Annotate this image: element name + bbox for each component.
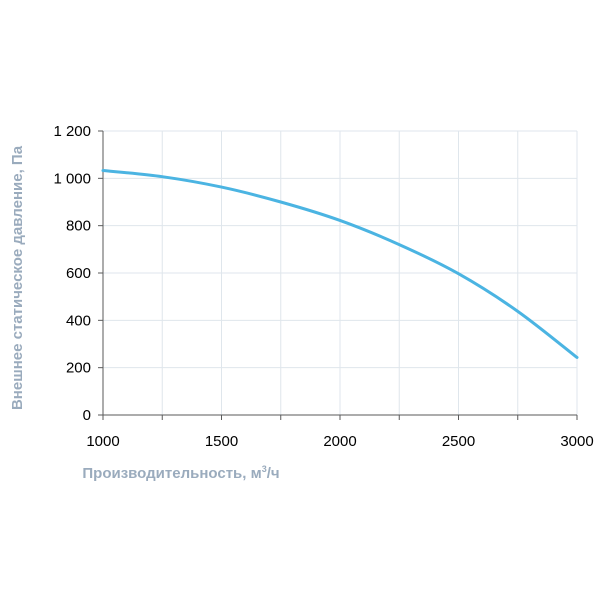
x-tick-label: 2500 [442, 433, 475, 450]
y-tick-label: 400 [66, 312, 91, 329]
y-tick-label: 800 [66, 218, 91, 235]
y-axis-tick-labels: 0 200 400 600 800 1 000 1 200 [53, 123, 91, 424]
x-tick-label: 1000 [86, 433, 119, 450]
x-axis-title-superscript: 3 [262, 464, 267, 474]
x-tick-label: 2000 [323, 433, 356, 450]
y-tick-label: 0 [83, 407, 91, 424]
x-axis-title-main: Производительность, м [82, 465, 261, 482]
series-layer [101, 169, 579, 359]
grid [102, 130, 578, 415]
y-axis-title: Внешнее статическое давление, Па [9, 145, 26, 410]
x-axis-tick-labels: 1000 1500 2000 2500 3000 [86, 433, 593, 450]
y-tick-label: 1 200 [53, 123, 91, 140]
x-tick-label: 3000 [560, 433, 593, 450]
series-line-0 [101, 169, 579, 359]
x-axis-title-tail: /ч [267, 465, 280, 482]
x-tick-label: 1500 [205, 433, 238, 450]
y-tick-label: 1 000 [53, 170, 91, 187]
y-tick-label: 600 [66, 265, 91, 282]
x-axis-title: Производительность, м3/ч [82, 464, 279, 482]
axes [98, 130, 578, 420]
y-tick-label: 200 [66, 360, 91, 377]
